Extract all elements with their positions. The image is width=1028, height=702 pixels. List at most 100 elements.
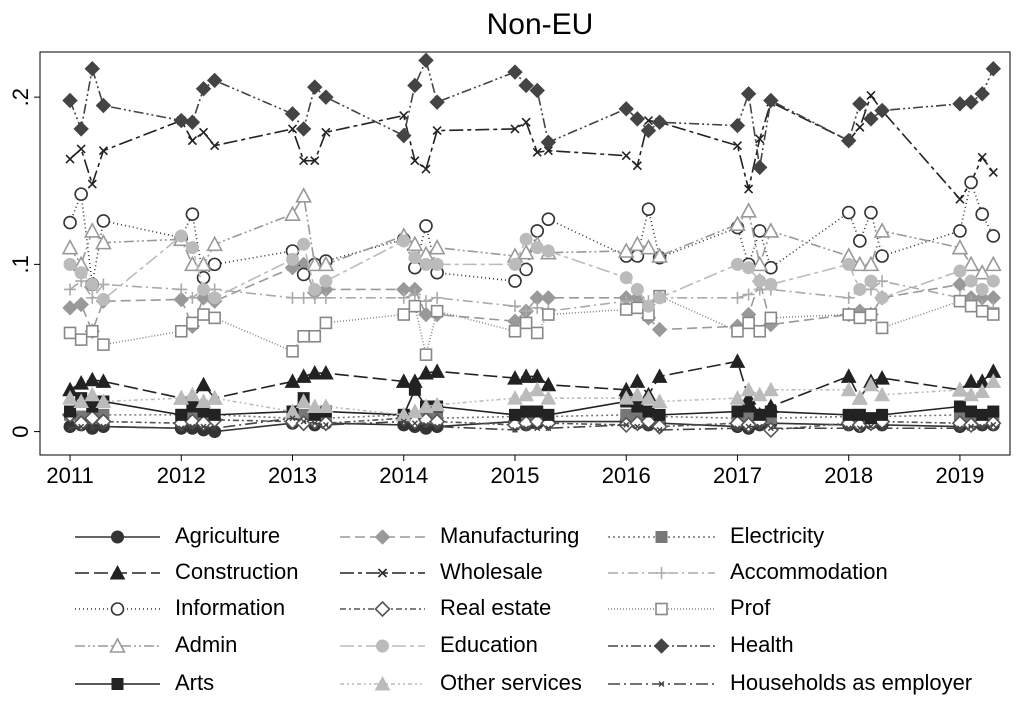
marker (731, 291, 744, 304)
marker (317, 255, 335, 272)
marker (175, 283, 188, 296)
legend-label: Agriculture (175, 523, 280, 548)
marker (319, 316, 333, 330)
marker (875, 249, 889, 263)
marker (98, 146, 108, 156)
marker (508, 408, 521, 421)
marker (306, 398, 323, 414)
marker (862, 255, 880, 272)
marker (964, 175, 978, 190)
marker (508, 257, 522, 271)
marker (530, 224, 545, 238)
marker (842, 308, 856, 321)
marker (418, 365, 434, 380)
marker (397, 234, 411, 248)
marker (319, 291, 332, 304)
x-tick-label: 2015 (491, 463, 540, 488)
marker (751, 255, 769, 272)
marker (86, 291, 99, 304)
marker (306, 255, 324, 272)
marker (845, 425, 852, 432)
marker (631, 400, 644, 413)
x-tick-label: 2017 (713, 463, 762, 488)
marker (421, 164, 431, 174)
marker (731, 405, 744, 418)
marker (619, 303, 633, 316)
marker (197, 282, 211, 296)
marker (321, 127, 331, 137)
marker (763, 381, 779, 397)
marker (297, 237, 311, 251)
y-tick-label: 0 (8, 425, 33, 437)
marker (974, 86, 990, 102)
marker (840, 132, 857, 149)
marker (519, 262, 533, 277)
marker (855, 122, 865, 132)
marker (531, 405, 544, 418)
marker (85, 277, 99, 291)
marker (95, 97, 112, 114)
marker (195, 255, 212, 272)
marker (295, 368, 312, 383)
marker (63, 215, 77, 230)
marker (953, 294, 967, 308)
marker (197, 308, 210, 321)
marker (964, 299, 978, 313)
marker (284, 373, 301, 388)
marker (764, 260, 778, 275)
marker (530, 326, 544, 340)
marker (545, 425, 552, 432)
marker (764, 405, 777, 418)
marker (853, 234, 867, 248)
marker (198, 127, 209, 137)
marker (851, 255, 869, 272)
marker (953, 264, 967, 278)
marker (89, 425, 96, 432)
marker (310, 156, 320, 166)
marker (73, 375, 89, 390)
marker (519, 232, 533, 246)
marker (83, 222, 101, 238)
marker (651, 247, 668, 263)
marker (867, 423, 874, 430)
legend-label: Education (440, 632, 538, 657)
marker (742, 261, 756, 275)
marker (986, 274, 1000, 288)
marker (208, 311, 221, 325)
marker (641, 202, 656, 216)
marker (629, 235, 646, 252)
marker (295, 121, 312, 137)
legend-label: Real estate (440, 595, 551, 620)
marker (540, 134, 557, 151)
legend-marker (374, 675, 391, 691)
marker (511, 426, 518, 433)
marker (195, 393, 212, 408)
marker (640, 238, 657, 255)
marker (631, 301, 644, 315)
marker (410, 156, 420, 166)
marker (95, 233, 112, 250)
marker (956, 425, 963, 432)
marker (864, 205, 878, 220)
marker (307, 79, 323, 95)
marker (508, 324, 522, 338)
marker (195, 376, 212, 392)
marker (396, 127, 412, 144)
marker (734, 425, 741, 432)
marker (851, 390, 868, 405)
marker (184, 413, 201, 430)
marker (963, 386, 979, 402)
legend-label: Wholesale (440, 559, 543, 584)
marker (406, 235, 424, 252)
marker (423, 421, 429, 428)
marker (319, 274, 333, 288)
marker (532, 147, 542, 157)
marker (974, 383, 991, 398)
marker (979, 423, 986, 430)
marker (84, 371, 101, 387)
marker (964, 274, 978, 288)
marker (523, 425, 530, 432)
legend-marker (658, 681, 665, 687)
marker (740, 202, 757, 218)
marker (731, 324, 744, 338)
